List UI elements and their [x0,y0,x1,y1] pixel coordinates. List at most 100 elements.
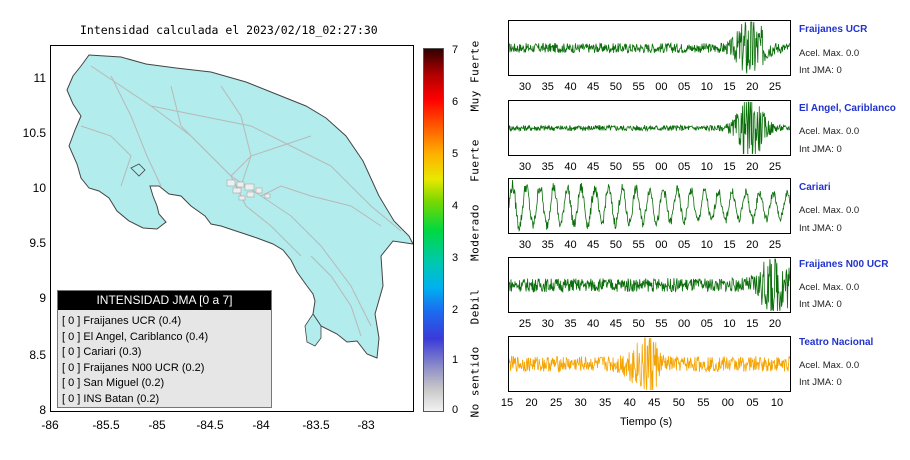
station-intensity: Int JMA: 0 [799,223,842,234]
colorbar-tick: 0 [452,404,459,416]
station-accel: Acel. Max. 0.0 [799,282,860,293]
waveform-xtick: 35 [599,397,612,409]
waveform-xtick: 20 [746,161,759,173]
time-axis-label: Tiempo (s) [620,416,673,428]
intensity-colorbar [423,48,444,412]
station-intensity: Int JMA: 0 [799,65,842,76]
map-ytick: 10.5 [22,126,46,140]
waveform-panel-1[interactable] [508,100,791,156]
station-accel: Acel. Max. 0.0 [799,126,860,137]
colorbar-label: Muy Fuerte [468,40,482,112]
waveform-xtick: 25 [768,239,782,251]
colorbar-tick: 2 [452,304,459,316]
costa-rica-landmass [66,54,413,359]
waveform-xtick: 50 [609,161,623,173]
map-xtick: -85.5 [92,418,120,432]
colorbar-tick: 4 [452,200,459,212]
waveform-xtick: 55 [697,397,710,409]
colorbar-tick: 7 [452,44,459,56]
map-title: Intensidad calculada el 2023/02/18_02:27… [80,23,378,37]
map-xtick: -85 [148,418,166,432]
waveform-line [509,337,790,391]
waveform-xtick: 15 [723,161,736,173]
waveform-xtick: 05 [700,318,713,330]
map-xtick: -83 [357,418,375,432]
waveform-xtick: 50 [672,397,685,409]
waveform-panel-0[interactable] [508,20,791,76]
waveform-xtick: 40 [564,239,577,251]
waveform-xtick: 45 [648,397,661,409]
colorbar-label: No sentido [468,346,482,418]
waveform-xtick: 40 [564,81,577,93]
map-ytick: 8 [39,403,46,417]
waveform-xtick: 25 [768,81,782,93]
waveform-line [509,21,790,74]
station-accel: Acel. Max. 0.0 [799,205,860,216]
colorbar-label: Fuerte [468,139,482,182]
waveform-xtick: 25 [518,318,532,330]
legend-item: [ 0 ] Fraijanes UCR (0.4) [62,315,182,327]
colorbar-tick: 5 [452,148,459,160]
waveform-trace [509,337,790,391]
waveform-panel-4[interactable] [508,336,791,392]
waveform-xtick: 30 [518,81,532,93]
waveform-xtick: 35 [564,318,577,330]
waveform-xtick: 35 [541,81,554,93]
waveform-trace [509,21,790,74]
map-ytick: 9 [39,291,46,305]
colorbar-tick: 3 [452,252,459,264]
waveform-xtick: 30 [574,397,587,409]
waveform-xaxis: 30 35 40 45 50 55 00 05 10 15 20 25 [515,81,785,95]
map-xtick: -84.5 [196,418,224,432]
station-name: Teatro Nacional [799,337,874,348]
waveform-xtick: 05 [677,81,691,93]
waveform-xtick: 55 [655,318,668,330]
waveform-line [509,101,790,155]
waveform-trace [509,258,790,312]
osa-peninsula [304,313,322,347]
city-cluster [226,179,271,201]
waveform-xtick: 40 [587,318,600,330]
legend-item: [ 0 ] El Angel, Cariblanco (0.4) [62,330,209,343]
waveform-xtick: 00 [655,161,668,173]
waveform-xtick: 30 [541,318,554,330]
intensity-legend: INTENSIDAD JMA [0 a 7] [ 0 ] Fraijanes U… [57,290,272,408]
costa-rica-map-svg [66,54,413,359]
waveform-xtick: 10 [700,81,713,93]
waveform-xtick: 15 [746,318,759,330]
waveform-xtick: 15 [723,81,736,93]
waveform-xtick: 50 [609,81,623,93]
map-ytick: 8.5 [29,348,46,362]
waveform-panel-3[interactable] [508,257,791,313]
legend-item: [ 0 ] INS Batan (0.2) [62,392,160,405]
map-ytick: 9.5 [29,236,46,250]
waveform-xtick: 00 [721,397,735,409]
legend-title: INTENSIDAD JMA [0 a 7] [58,291,271,310]
waveform-xtick: 40 [564,161,577,173]
waveform-xtick: 50 [632,318,645,330]
waveform-xtick: 20 [768,318,782,330]
station-name: El Angel, Cariblanco [799,103,896,114]
map-xtick: -86 [41,418,59,432]
station-name: Fraijanes N00 UCR [799,259,889,270]
waveform-xtick: 20 [525,397,538,409]
waveform-xtick: 25 [549,397,563,409]
waveform-xtick: 45 [609,318,623,330]
station-accel: Acel. Max. 0.0 [799,48,860,59]
waveform-xaxis: 15 20 25 30 35 40 45 50 55 00 05 10 [497,397,787,411]
waveform-xtick: 00 [677,318,691,330]
waveform-trace [509,101,790,155]
waveform-xtick: 05 [746,397,759,409]
colorbar-label: Moderado [468,204,482,261]
waveform-xtick: 40 [623,397,636,409]
waveform-xaxis: 25 30 35 40 45 50 55 00 05 10 15 20 [515,318,785,332]
waveform-xtick: 30 [518,239,532,251]
nicoya-gulf-island [130,163,146,177]
colorbar-label: Debil [468,288,482,325]
station-name: Fraijanes UCR [799,24,868,35]
waveform-panel-2[interactable] [508,178,791,234]
waveform-line [509,258,790,312]
waveform-xtick: 45 [587,161,600,173]
map-xtick: -83.5 [302,418,330,432]
waveform-xtick: 55 [632,81,645,93]
